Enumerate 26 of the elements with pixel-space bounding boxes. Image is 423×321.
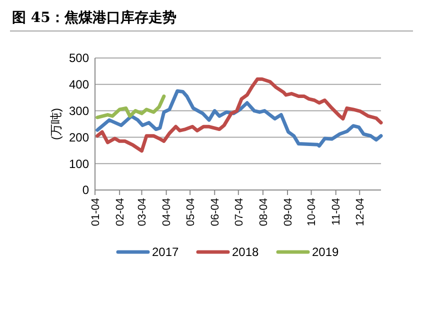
x-tick-label: 02-04	[114, 198, 126, 226]
x-tick-label: 03-04	[136, 198, 149, 226]
y-tick-label: 500	[68, 51, 90, 66]
x-tick-label: 06-04	[209, 198, 222, 226]
x-tick-label: 01-04	[90, 198, 102, 226]
y-tick-label: 200	[68, 130, 90, 144]
y-tick-label: 400	[68, 78, 90, 92]
x-tick-label: 05-04	[184, 198, 197, 226]
chart-title: 图 45：焦煤港口库存走势	[12, 9, 176, 26]
x-tick-label: 04-04	[161, 198, 174, 226]
y-tick-label: 300	[68, 104, 90, 118]
x-tick-label: 11-04	[330, 198, 343, 226]
x-tick-label: 10-04	[306, 198, 318, 226]
x-tick-label: 08-04	[258, 198, 270, 226]
line-series	[96, 94, 166, 120]
line-series	[96, 89, 383, 148]
legend-label: 2019	[312, 245, 340, 260]
y-tick-label: 100	[68, 156, 90, 171]
x-tick-label: 12-04	[354, 198, 366, 226]
y-axis-title: (万吨)	[49, 108, 63, 140]
line-series	[96, 77, 383, 153]
y-tick-label: 0	[82, 183, 90, 198]
x-tick-label: 07-04	[233, 198, 246, 226]
legend-label: 2017	[152, 245, 180, 260]
x-tick-label: 09-04	[282, 198, 294, 226]
legend-label: 2018	[232, 245, 260, 260]
